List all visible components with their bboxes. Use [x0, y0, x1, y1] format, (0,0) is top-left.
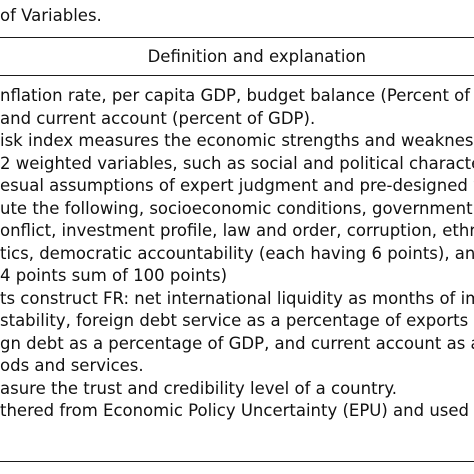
definition-line: esual assumptions of expert judgment and… — [0, 176, 474, 195]
definition-line: nflation rate, per capita GDP, budget ba… — [0, 86, 474, 105]
definition-line: 4 points sum of 100 points) — [0, 266, 228, 285]
definition-line: ts construct FR: net international liqui… — [0, 288, 474, 308]
definition-line: thered from Economic Policy Uncertainty … — [0, 401, 474, 420]
table-caption: of Variables. — [0, 6, 102, 25]
definition-line: ute the following, socioeconomic conditi… — [0, 198, 474, 218]
definition-text-block: nflation rate, per capita GDP, budget ba… — [0, 85, 474, 423]
header-bottom-rule — [0, 75, 474, 76]
table-bottom-rule — [0, 461, 474, 462]
column-header-definition: Definition and explanation — [147, 47, 366, 66]
definition-line: tics, democratic accountability (each ha… — [0, 243, 474, 263]
definition-line: gn debt as a percentage of GDP, and curr… — [0, 333, 474, 353]
table-top-rule — [0, 37, 474, 38]
definition-line: onflict, investment profile, law and ord… — [0, 221, 474, 240]
definition-line: and current account (percent of GDP). — [0, 108, 316, 128]
definition-line: 2 weighted variables, such as social and… — [0, 153, 474, 173]
definition-line: isk index measures the economic strength… — [0, 131, 474, 150]
definition-line: asure the trust and credibility level of… — [0, 378, 397, 398]
definition-line: ods and services. — [0, 356, 144, 375]
definition-line: stability, foreign debt service as a per… — [0, 311, 474, 330]
